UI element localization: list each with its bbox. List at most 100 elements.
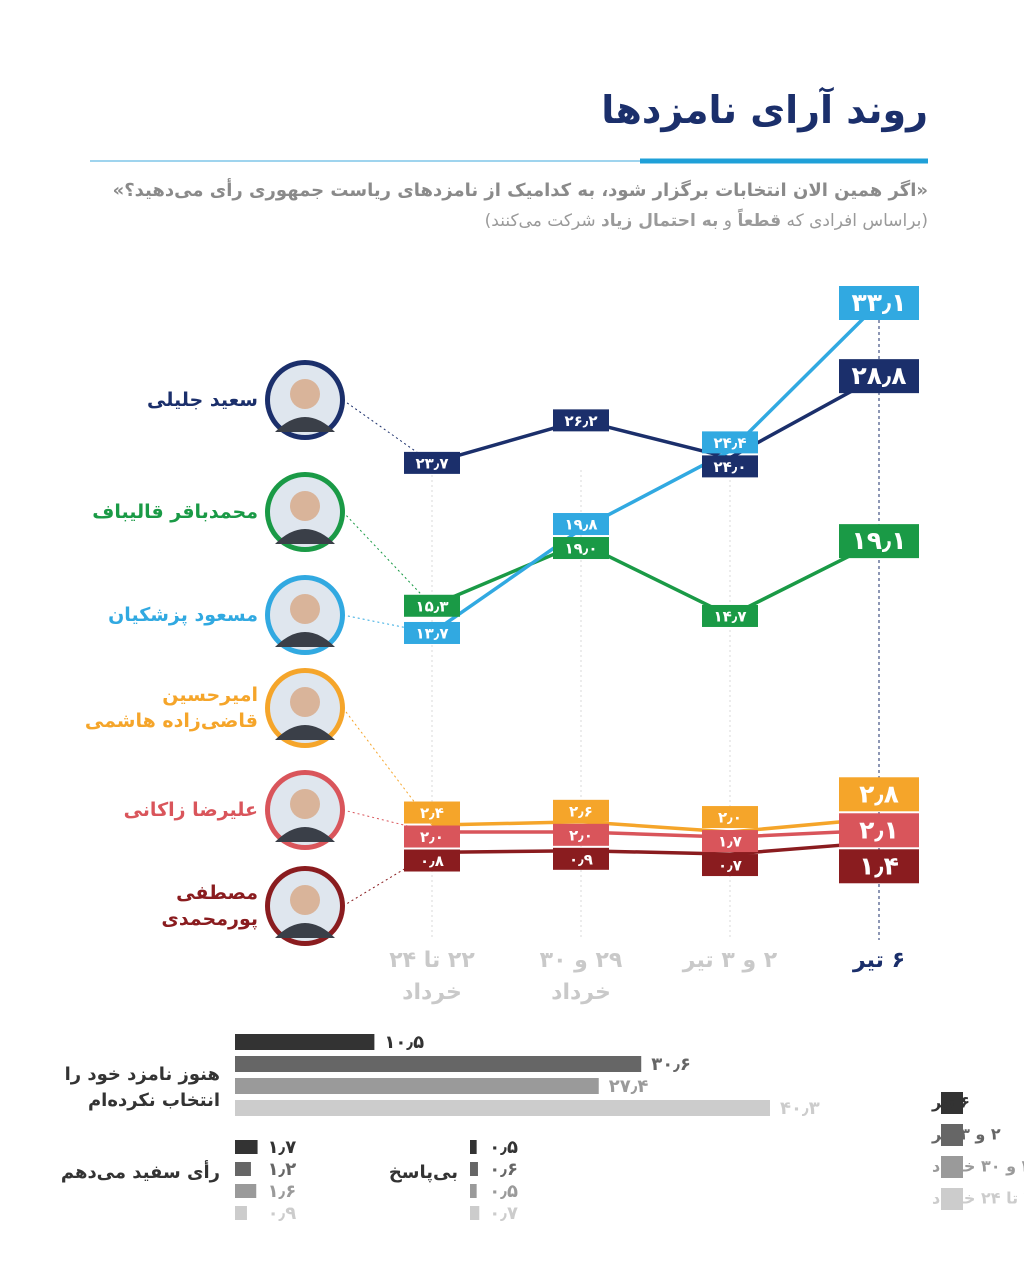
category-label: رأی سفید می‌دهم <box>60 1162 220 1183</box>
data-label: ۰٫۶ <box>489 1159 518 1180</box>
data-label: ۱۰٫۵ <box>384 1032 424 1053</box>
x-tick-label: ۲۹ و ۳۰ خرداد <box>539 948 623 1005</box>
bar <box>235 1034 375 1050</box>
data-label: ۲۶٫۲ <box>564 412 597 430</box>
data-label: ۱۴٫۷ <box>713 607 746 625</box>
bar <box>470 1140 477 1154</box>
data-point-box <box>702 830 758 853</box>
chart-title: روند آرای نامزدها <box>601 88 928 132</box>
data-point-box <box>404 825 460 848</box>
photo-body <box>275 923 335 938</box>
data-label: ۲٫۰ <box>420 828 444 846</box>
legend-label: ۶ تیر <box>931 1093 970 1112</box>
bar <box>235 1206 247 1220</box>
series-line <box>432 828 880 839</box>
data-point-box <box>702 604 758 627</box>
bar <box>470 1206 480 1220</box>
photo-face <box>290 379 320 409</box>
legend-label: مسعود پزشکیان <box>108 604 258 626</box>
legend-label: محمدباقر قالیباف <box>92 501 258 523</box>
candidate-photo <box>265 866 345 946</box>
data-label: ۱۳٫۷ <box>415 624 448 642</box>
bar <box>235 1100 770 1116</box>
data-point-box <box>702 854 758 877</box>
data-label: ۰٫۵ <box>489 1181 518 1202</box>
data-label: ۲٫۸ <box>859 779 899 808</box>
data-label: ۰٫۹ <box>569 850 593 868</box>
bar <box>235 1140 258 1154</box>
data-label: ۲۳٫۷ <box>415 454 448 472</box>
data-label: ۰٫۹ <box>268 1203 297 1224</box>
data-point-box <box>404 594 460 617</box>
data-point-box <box>839 849 919 884</box>
series-line <box>431 816 880 834</box>
note-part: قطعاً <box>737 211 782 231</box>
data-label: ۲٫۱ <box>859 815 899 844</box>
note-part: (براساس افرادی که <box>781 211 929 231</box>
legend-swatch <box>941 1188 963 1210</box>
data-point-box <box>553 823 609 846</box>
photo-body <box>275 529 335 544</box>
data-label: ۱٫۷ <box>268 1137 297 1158</box>
chart-note: (براساس افرادی که قطعاً و به احتمال زیاد… <box>485 211 928 231</box>
x-tick-label: ۲ و ۳ تیر <box>682 948 778 973</box>
note-part: شرکت می‌کنند) <box>484 211 602 231</box>
candidate-photo <box>265 360 345 440</box>
photo-face <box>290 594 320 624</box>
data-label: ۱۹٫۸ <box>564 516 597 534</box>
legend-label: امیرحسین قاضی‌زاده هاشمی <box>84 684 258 732</box>
data-label: ۲٫۰ <box>718 809 742 827</box>
photo-face <box>290 687 320 717</box>
candidate-photo <box>265 472 345 552</box>
data-label: ۰٫۸ <box>420 852 444 870</box>
data-point-box <box>702 806 758 829</box>
note-part: و <box>718 211 738 231</box>
photo-face <box>290 885 320 915</box>
photo-body <box>275 725 335 740</box>
data-point-box <box>702 455 758 478</box>
category-label: بی‌پاسخ <box>388 1162 458 1183</box>
series-line <box>430 301 881 635</box>
bar <box>235 1056 642 1072</box>
series-line <box>431 374 880 465</box>
data-label: ۱٫۷ <box>718 833 742 851</box>
data-point-box <box>404 801 460 824</box>
data-point-box <box>553 847 609 870</box>
legend-label: ۲ و ۳ تیر <box>931 1125 1001 1144</box>
legend-label: علیرضا زاکانی <box>123 799 258 821</box>
data-point-box <box>404 849 460 872</box>
bar <box>235 1184 257 1198</box>
bar <box>235 1078 599 1094</box>
data-label: ۳۳٫۱ <box>851 288 906 317</box>
data-label: ۰٫۷ <box>489 1203 518 1224</box>
data-label: ۳۰٫۶ <box>651 1054 691 1075</box>
data-label: ۲۸٫۸ <box>851 361 906 390</box>
candidate-photo <box>265 668 345 748</box>
data-label: ۲۴٫۰ <box>713 458 746 476</box>
connector <box>342 511 433 607</box>
data-label: ۱۹٫۱ <box>851 526 906 555</box>
data-point-box <box>839 813 919 848</box>
data-label: ۲۷٫۴ <box>609 1076 649 1097</box>
bar <box>470 1162 478 1176</box>
legend-swatch <box>941 1156 963 1178</box>
data-label: ۱۵٫۳ <box>415 597 448 615</box>
data-point-box <box>839 524 919 559</box>
category-label: هنوز نامزد خود را انتخاب نکرده‌ام <box>64 1064 220 1111</box>
bar <box>235 1162 251 1176</box>
data-label: ۰٫۷ <box>718 857 742 875</box>
data-point-box <box>404 451 460 474</box>
legend-label: ۲۲ تا ۲۴ خرداد <box>932 1189 1024 1208</box>
data-point-box <box>553 409 609 432</box>
series-line <box>431 539 880 618</box>
data-label: ۲٫۰ <box>569 826 593 844</box>
data-point-box <box>553 537 609 560</box>
candidate-photo <box>265 575 345 655</box>
legend-label: مصطفی پورمحمدی <box>161 882 258 930</box>
photo-body <box>275 827 335 842</box>
photo-face <box>290 491 320 521</box>
data-label: ۱٫۴ <box>859 851 899 880</box>
series-line <box>431 840 880 856</box>
